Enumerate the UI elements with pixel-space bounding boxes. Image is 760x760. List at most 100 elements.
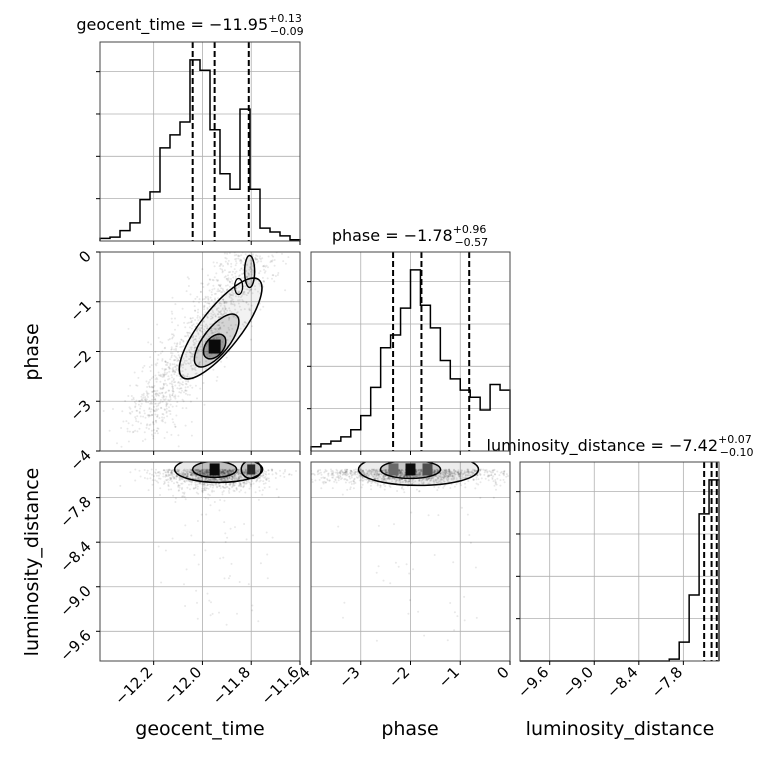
scatter-point — [420, 468, 423, 471]
scatter-point — [228, 296, 231, 299]
histogram-bar-phase — [351, 430, 361, 451]
scatter-point — [186, 331, 189, 334]
scatter-point — [136, 430, 139, 433]
scatter-point — [337, 525, 340, 528]
scatter-point — [255, 469, 258, 472]
scatter-point — [166, 402, 169, 405]
scatter-point — [188, 321, 190, 324]
scatter-point — [245, 301, 248, 304]
tick-label-y-luminosity_distance: −7.8 — [56, 493, 94, 531]
tick-label-x-phase: −2 — [385, 663, 413, 691]
scatter-point — [384, 470, 387, 473]
scatter-point — [204, 473, 207, 475]
scatter-point — [403, 479, 406, 482]
scatter-point — [205, 469, 208, 472]
scatter-point — [239, 482, 242, 484]
scatter-point — [226, 477, 229, 480]
scatter-point — [227, 577, 230, 580]
scatter-point — [159, 401, 162, 404]
histogram-bar-phase — [361, 416, 371, 451]
scatter-point — [212, 331, 215, 334]
scatter-point — [262, 474, 265, 477]
scatter-point — [388, 478, 391, 481]
scatter-point — [188, 480, 191, 483]
scatter-point — [254, 471, 257, 474]
scatter-point — [398, 479, 401, 482]
scatter-point — [445, 473, 448, 476]
scatter-point — [182, 474, 185, 477]
scatter-point — [428, 482, 431, 485]
scatter-point — [186, 474, 189, 477]
scatter-point — [176, 401, 179, 404]
scatter-point — [206, 283, 209, 286]
scatter-point — [119, 484, 122, 487]
scatter-point — [170, 471, 173, 474]
scatter-point — [219, 479, 222, 482]
scatter-point — [170, 469, 173, 472]
scatter-point — [248, 282, 250, 285]
scatter-point — [446, 471, 448, 474]
scatter-point — [415, 474, 418, 477]
scatter-point — [363, 473, 366, 476]
scatter-point — [243, 293, 246, 296]
scatter-point — [151, 413, 154, 416]
scatter-point — [244, 471, 247, 474]
tick-label-y-phase: −4 — [66, 446, 94, 474]
scatter-point — [227, 274, 229, 277]
scatter-point — [261, 489, 264, 492]
scatter-point — [243, 471, 246, 474]
scatter-point — [214, 292, 217, 295]
contour-secondary — [233, 277, 244, 296]
scatter-point — [183, 473, 186, 476]
scatter-point — [195, 476, 197, 478]
scatter-point — [238, 279, 241, 282]
scatter-point — [398, 472, 401, 475]
scatter-point — [350, 483, 353, 485]
scatter-point — [369, 480, 372, 483]
scatter-point — [138, 400, 140, 402]
scatter-point — [167, 471, 170, 474]
scatter-point — [208, 483, 211, 486]
scatter-point — [393, 523, 395, 526]
scatter-point — [143, 409, 146, 412]
scatter-point — [250, 262, 253, 264]
scatter-point — [200, 472, 203, 475]
scatter-point — [161, 358, 164, 361]
scatter-point — [440, 481, 443, 484]
scatter-point — [314, 479, 317, 482]
scatter-point — [243, 481, 246, 484]
histogram-bar-geocent_time — [150, 192, 160, 241]
scatter-point — [349, 471, 352, 474]
scatter-point — [225, 471, 228, 474]
scatter-point — [485, 468, 488, 471]
scatter-point — [194, 297, 197, 300]
scatter-point — [228, 309, 231, 312]
scatter-point — [352, 482, 355, 485]
panel-frame-p00 — [99, 41, 301, 242]
tick-label-y-phase: −3 — [66, 396, 94, 424]
scatter-point — [426, 478, 429, 480]
scatter-point — [156, 415, 159, 418]
scatter-point — [444, 469, 447, 472]
scatter-point — [493, 484, 496, 487]
scatter-point — [205, 513, 208, 516]
scatter-point — [149, 423, 152, 426]
scatter-point — [288, 473, 291, 476]
scatter-point — [196, 295, 199, 298]
scatter-point — [162, 475, 165, 478]
scatter-point — [217, 313, 220, 316]
scatter-point — [422, 482, 425, 485]
scatter-point — [231, 293, 234, 296]
scatter-point — [197, 308, 200, 311]
scatter-point — [194, 484, 197, 487]
scatter-point — [494, 473, 497, 476]
scatter-point — [232, 476, 234, 479]
scatter-point — [330, 468, 332, 471]
scatter-point — [455, 483, 458, 486]
scatter-point — [250, 475, 253, 478]
scatter-point — [167, 475, 170, 477]
scatter-point — [221, 270, 224, 273]
scatter-point — [167, 375, 170, 378]
scatter-point — [205, 470, 208, 473]
scatter-point — [181, 472, 184, 475]
